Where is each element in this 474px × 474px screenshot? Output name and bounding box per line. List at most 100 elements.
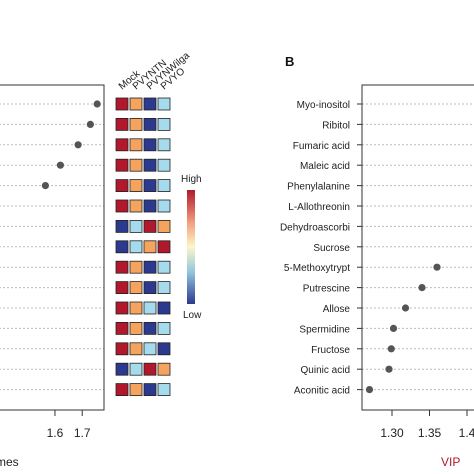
panel-b-gridlines [362, 103, 474, 391]
panel-a-x-axis-label: mes [0, 455, 19, 469]
heatmap-cell [129, 342, 143, 356]
heatmap-cell [143, 118, 157, 131]
heatmap-cell [143, 179, 157, 193]
heatmap-cell [143, 281, 157, 295]
heatmap-cell [115, 97, 129, 111]
heatmap-cell [115, 199, 129, 213]
heatmap-cell [157, 383, 171, 397]
heatmap-cell [157, 362, 171, 376]
heatmap-cell [157, 219, 171, 233]
heatmap-cell [157, 138, 171, 152]
heatmap-cell [143, 97, 157, 111]
heatmap-cell [143, 362, 157, 376]
panel-b-point [401, 304, 410, 312]
heatmap-cell [129, 281, 143, 295]
heatmap-cell [157, 301, 171, 315]
heatmap-cell [143, 199, 157, 213]
panel-b-category-label: Quinic acid [301, 365, 350, 376]
heatmap-cell [129, 219, 143, 233]
panel-b-points [365, 263, 441, 394]
panel-b-point [433, 263, 441, 271]
panel-b-category-label: Fumaric acid [293, 141, 350, 152]
panel-b-x-tick-label: 1.35 [418, 426, 442, 440]
heatmap-cell [143, 138, 157, 152]
panel-a-point [93, 100, 101, 108]
panel-a-point [41, 182, 50, 190]
legend-high-label: High [181, 174, 202, 185]
heatmap-cell [115, 219, 129, 233]
heatmap-cell [157, 240, 171, 254]
heatmap [115, 97, 171, 397]
heatmap-cell [129, 118, 143, 131]
heatmap-cell [157, 281, 171, 295]
heatmap-cell [129, 260, 143, 274]
panel-a-point [56, 161, 64, 169]
legend-color-bar [187, 190, 195, 304]
heatmap-cell [157, 260, 171, 274]
heatmap-cell [115, 138, 129, 152]
legend-low-label: Low [183, 310, 202, 321]
heatmap-cell [129, 321, 143, 335]
panel-b-category-label: Allose [323, 304, 351, 315]
panel-a-point [74, 141, 82, 149]
heatmap-cell [143, 321, 157, 335]
panel-b-category-label: Fructose [311, 345, 350, 356]
panel-a-x-ticks: 1.6 1.7 [47, 410, 91, 440]
panel-b-category-label: Putrescine [303, 284, 351, 295]
panel-b-category-label: L-Allothreonin [288, 202, 350, 213]
heatmap-cell [143, 342, 157, 356]
panel-b-point [387, 345, 395, 353]
panel-b-category-label: Dehydroascorbi [280, 222, 350, 233]
heatmap-cell [129, 199, 143, 213]
heatmap-cell [129, 362, 143, 376]
heatmap-cell [157, 199, 171, 213]
panel-b-x-tick-label: 1.4 [459, 426, 474, 440]
heatmap-cell [129, 383, 143, 397]
heatmap-cell [143, 260, 157, 274]
heatmap-cell [143, 301, 157, 315]
panel-b-category-label: Ribitol [322, 120, 350, 131]
heatmap-cell [115, 260, 129, 274]
panel-b-category-label: 5-Methoxytrypt [284, 263, 350, 274]
panel-b-x-ticks: 1.30 1.35 1.4 [380, 410, 474, 440]
heatmap-cell [157, 158, 171, 172]
heatmap-cell [115, 362, 129, 376]
panel-b-point [389, 324, 398, 332]
panel-b-point [418, 284, 426, 292]
panel-b-category-label: Spermidine [299, 324, 350, 335]
panel-a-points [41, 100, 101, 190]
panel-b-category-label: Maleic acid [300, 161, 350, 172]
heatmap-cell [129, 158, 143, 172]
heatmap-cell [143, 240, 157, 254]
heatmap-cell [115, 158, 129, 172]
panel-a-gridlines [0, 103, 104, 391]
heatmap-cell [143, 383, 157, 397]
heatmap-cell [115, 383, 129, 397]
panel-a-x-tick-label: 1.6 [47, 426, 64, 440]
panel-b-x-axis-label: VIP [441, 455, 460, 469]
panel-b-category-label: Aconitic acid [294, 386, 350, 397]
heatmap-cell [143, 219, 157, 233]
panel-b-category-labels: Myo-inositol Ribitol Fumaric acid Maleic ac… [280, 100, 362, 397]
panel-b-x-tick-label: 1.30 [380, 426, 404, 440]
heatmap-cell [115, 118, 129, 131]
heatmap-cell [129, 138, 143, 152]
heatmap-cell [157, 342, 171, 356]
heatmap-cell [115, 301, 129, 315]
panel-b-category-label: Sucrose [313, 243, 350, 254]
panel-b-point [365, 386, 374, 394]
panel-a-x-tick-label: 1.7 [74, 426, 91, 440]
heatmap-cell [115, 281, 129, 295]
panel-a-plot-frame [0, 84, 105, 411]
panel-b: B Myo-inositol Ribitol Fumaric acid Maleic … [280, 54, 474, 469]
heatmap-cell [129, 97, 143, 111]
panel-b-point [385, 365, 393, 373]
panel-b-plot-frame [361, 84, 474, 411]
heatmap-cell [143, 158, 157, 172]
heatmap-cell [157, 97, 171, 111]
heatmap-cell [129, 240, 143, 254]
heatmap-cell [129, 179, 143, 193]
